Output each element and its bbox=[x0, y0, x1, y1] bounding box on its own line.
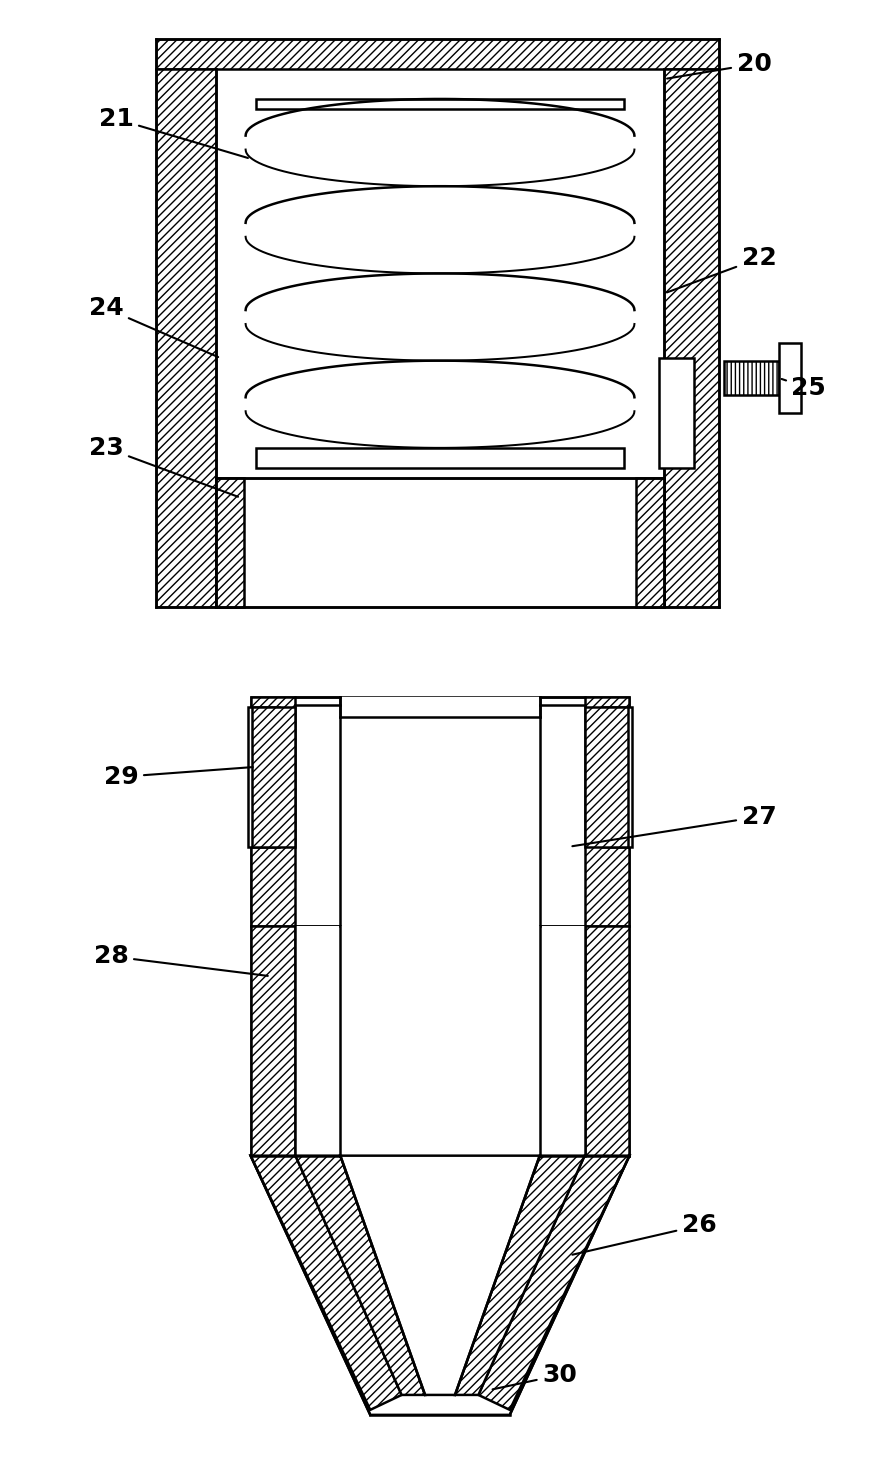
Polygon shape bbox=[251, 696, 296, 927]
Text: 25: 25 bbox=[781, 376, 826, 401]
Polygon shape bbox=[296, 1155, 585, 1394]
Polygon shape bbox=[252, 707, 296, 847]
Text: 28: 28 bbox=[94, 944, 268, 976]
Polygon shape bbox=[724, 361, 779, 395]
Bar bbox=[255, 447, 624, 468]
Polygon shape bbox=[455, 1155, 585, 1394]
Polygon shape bbox=[585, 707, 629, 847]
Text: 30: 30 bbox=[493, 1362, 577, 1390]
Polygon shape bbox=[296, 1155, 425, 1394]
Bar bbox=[244, 478, 637, 608]
Polygon shape bbox=[340, 1155, 539, 1394]
Polygon shape bbox=[156, 39, 719, 68]
Bar bbox=[602, 707, 632, 847]
Polygon shape bbox=[637, 478, 664, 608]
Text: 29: 29 bbox=[104, 765, 253, 788]
Polygon shape bbox=[251, 1155, 402, 1410]
Polygon shape bbox=[585, 696, 630, 927]
Text: 23: 23 bbox=[88, 436, 238, 497]
Bar bbox=[216, 68, 664, 478]
Bar bbox=[255, 99, 624, 109]
Polygon shape bbox=[156, 68, 216, 608]
Text: 26: 26 bbox=[572, 1214, 716, 1254]
Text: 20: 20 bbox=[667, 52, 772, 79]
Bar bbox=[296, 927, 585, 1155]
Polygon shape bbox=[251, 927, 630, 1155]
Polygon shape bbox=[664, 68, 719, 608]
Bar bbox=[340, 696, 539, 927]
Polygon shape bbox=[585, 927, 630, 1155]
Text: 22: 22 bbox=[667, 246, 776, 293]
Bar bbox=[340, 927, 539, 1155]
Text: 27: 27 bbox=[572, 804, 776, 847]
Bar bbox=[247, 707, 279, 847]
Polygon shape bbox=[251, 927, 296, 1155]
Polygon shape bbox=[479, 1155, 630, 1410]
Text: 21: 21 bbox=[98, 106, 248, 157]
Bar bbox=[659, 358, 694, 468]
Bar bbox=[779, 344, 801, 412]
Polygon shape bbox=[251, 696, 630, 927]
Text: 24: 24 bbox=[88, 296, 218, 357]
Polygon shape bbox=[216, 478, 244, 608]
Polygon shape bbox=[251, 1155, 630, 1415]
